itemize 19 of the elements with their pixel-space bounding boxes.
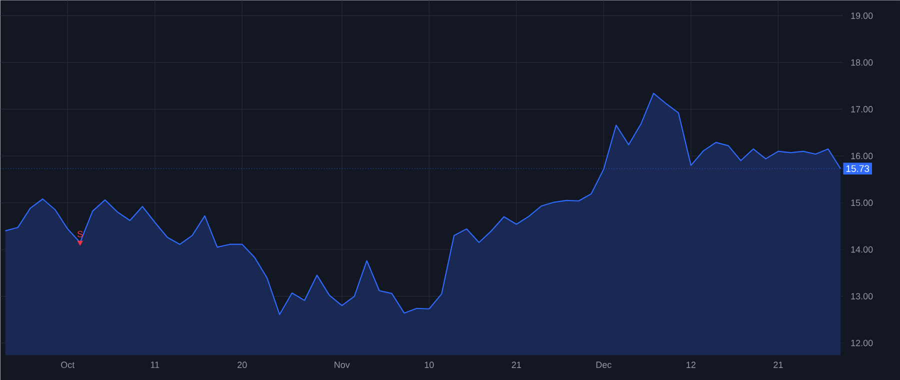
y-tick-label: 18.00 [851,59,873,66]
x-tick-label: Dec [596,362,612,368]
series-label: S [77,230,83,238]
x-tick-label: Nov [334,362,350,368]
y-tick-label: 14.00 [851,246,873,253]
x-tick-label: 12 [686,362,696,368]
ref-line-label: 15.73 [846,165,870,172]
x-tick-label: 21 [512,362,521,368]
y-tick-label: 17.00 [851,106,873,112]
x-tick-label: 20 [238,362,247,368]
x-tick-label: Oct [61,362,75,368]
y-tick-label: 13.00 [851,292,873,300]
y-tick-label: 12.00 [851,340,873,346]
x-tick-label: 21 [774,362,783,368]
y-tick-label: 16.00 [851,152,873,160]
x-tick-label: 11 [150,362,160,368]
x-tick-label: 10 [424,362,434,368]
y-tick-label: 19.00 [851,12,873,19]
y-tick-label: 15.00 [851,199,873,206]
